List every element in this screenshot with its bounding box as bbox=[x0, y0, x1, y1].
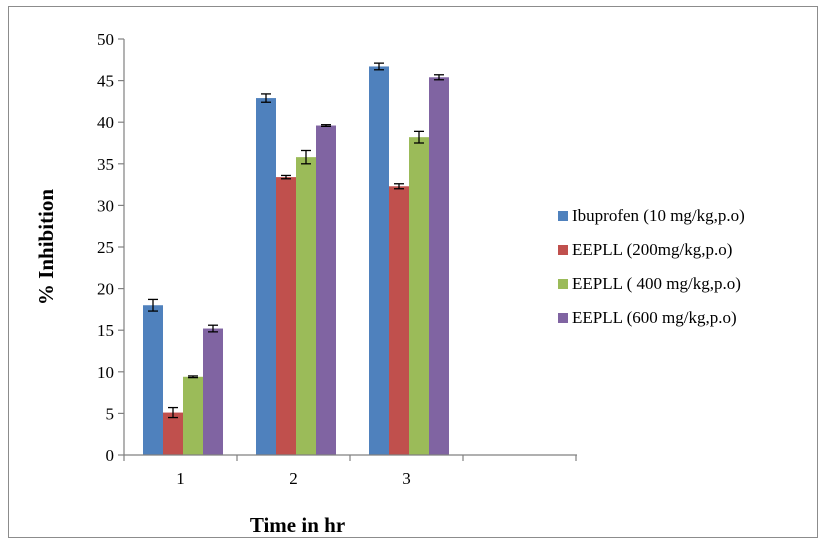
bar bbox=[163, 412, 183, 455]
chart-frame: 0 5 10 15 20 25 30 35 40 45 50 1 2 3 % Inhibition Ti… bbox=[8, 6, 818, 538]
bar bbox=[183, 376, 203, 455]
legend-item: Ibuprofen (10 mg/kg,p.o) bbox=[558, 206, 745, 225]
bar-chart: 0 5 10 15 20 25 30 35 40 45 50 1 2 3 % Inhibition Ti… bbox=[34, 30, 745, 537]
error-bar bbox=[261, 93, 271, 103]
y-tick-label: 50 bbox=[97, 30, 114, 49]
legend-swatch bbox=[558, 245, 568, 255]
bar bbox=[203, 328, 223, 455]
error-bar bbox=[168, 406, 178, 419]
y-tick-label: 45 bbox=[97, 72, 114, 91]
y-tick-label: 15 bbox=[97, 321, 114, 340]
x-ticks: 1 2 3 bbox=[123, 455, 577, 488]
error-bar bbox=[374, 62, 384, 71]
y-tick-label: 25 bbox=[97, 238, 114, 257]
bar bbox=[409, 137, 429, 455]
y-ticks: 0 5 10 15 20 25 30 35 40 45 50 bbox=[97, 30, 124, 465]
y-tick-label: 40 bbox=[97, 113, 114, 132]
y-axis-title: % Inhibition bbox=[34, 189, 58, 305]
bar bbox=[296, 157, 316, 456]
bar bbox=[429, 77, 449, 455]
legend-swatch bbox=[558, 313, 568, 323]
error-bar bbox=[301, 149, 311, 165]
legend-swatch bbox=[558, 211, 568, 221]
bar bbox=[389, 186, 409, 455]
bar bbox=[369, 66, 389, 456]
x-tick-label: 2 bbox=[289, 469, 298, 488]
x-tick-label: 3 bbox=[402, 469, 411, 488]
legend: Ibuprofen (10 mg/kg,p.o) EEPLL (200mg/kg,… bbox=[558, 206, 745, 327]
x-tick-label: 1 bbox=[176, 469, 185, 488]
error-bar bbox=[148, 298, 158, 312]
legend-item: EEPLL ( 400 mg/kg,p.o) bbox=[558, 274, 741, 293]
legend-item: EEPLL (200mg/kg,p.o) bbox=[558, 240, 732, 259]
y-tick-label: 20 bbox=[97, 280, 114, 299]
bar bbox=[316, 125, 336, 455]
error-bars-layer bbox=[148, 62, 444, 419]
legend-label: EEPLL (600 mg/kg,p.o) bbox=[572, 308, 737, 327]
legend-label: Ibuprofen (10 mg/kg,p.o) bbox=[572, 206, 745, 225]
legend-item: EEPLL (600 mg/kg,p.o) bbox=[558, 308, 737, 327]
legend-label: EEPLL ( 400 mg/kg,p.o) bbox=[572, 274, 741, 293]
bar bbox=[276, 177, 296, 455]
bar bbox=[256, 98, 276, 456]
error-bar bbox=[188, 375, 198, 379]
legend-swatch bbox=[558, 279, 568, 289]
y-tick-label: 5 bbox=[106, 404, 115, 423]
error-bar bbox=[414, 130, 424, 144]
legend-label: EEPLL (200mg/kg,p.o) bbox=[572, 240, 732, 259]
error-bar bbox=[434, 74, 444, 81]
y-tick-label: 35 bbox=[97, 155, 114, 174]
y-tick-label: 10 bbox=[97, 363, 114, 382]
y-tick-label: 0 bbox=[106, 446, 115, 465]
bars-layer bbox=[143, 66, 449, 456]
y-tick-label: 30 bbox=[97, 196, 114, 215]
error-bar bbox=[281, 174, 291, 180]
error-bar bbox=[321, 124, 331, 128]
error-bar bbox=[208, 324, 218, 333]
x-axis-title: Time in hr bbox=[250, 513, 345, 537]
bar bbox=[143, 305, 163, 455]
error-bar bbox=[394, 183, 404, 190]
